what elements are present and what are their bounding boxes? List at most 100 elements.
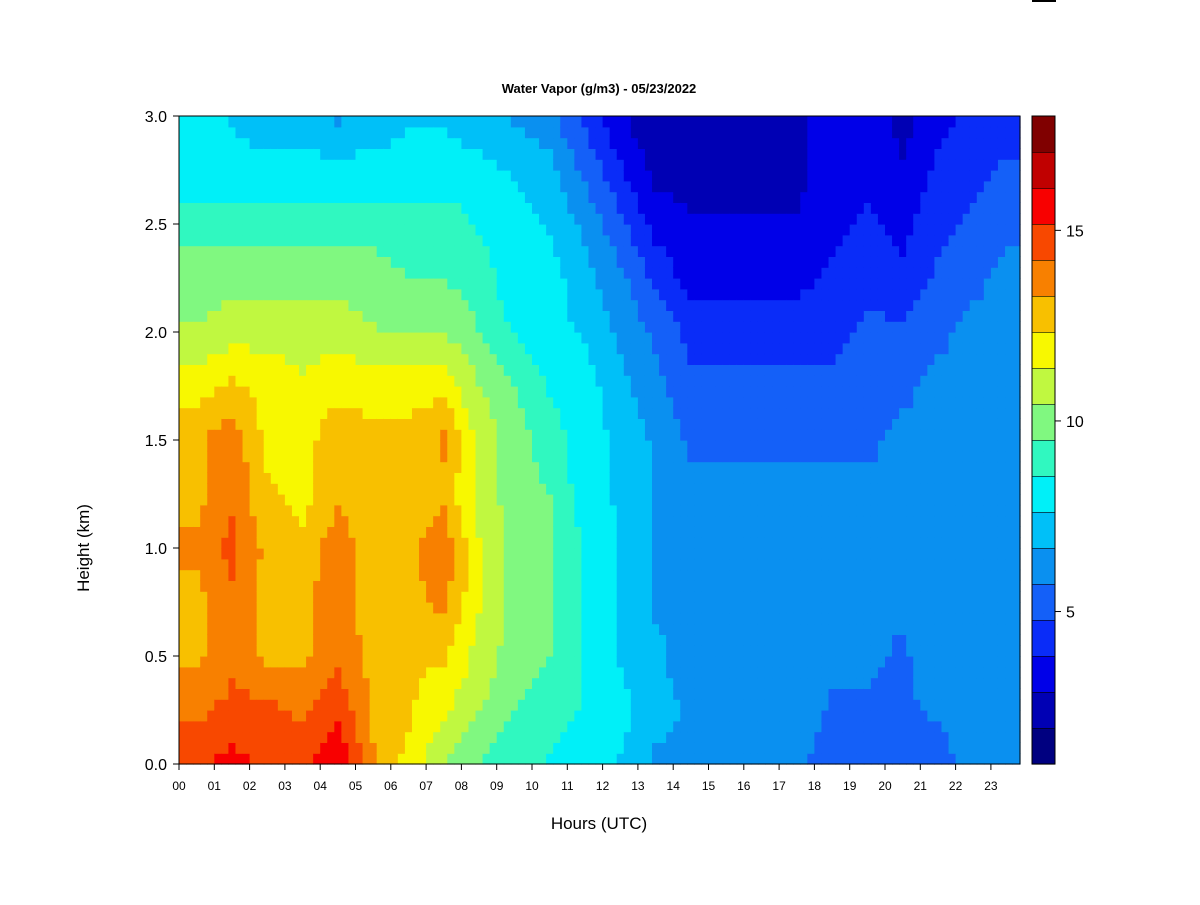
heatmap-cell [320, 515, 328, 527]
heatmap-cell [306, 450, 314, 463]
heatmap-cell [715, 418, 724, 430]
heatmap-cell [729, 645, 738, 657]
heatmap-cell [369, 299, 378, 311]
heatmap-cell [179, 440, 187, 452]
heatmap-cell [715, 148, 724, 160]
heatmap-cell [327, 472, 335, 484]
heatmap-cell [411, 731, 420, 743]
heatmap-cell [228, 753, 237, 765]
heatmap-cell [475, 710, 484, 722]
heatmap-cell [539, 224, 547, 236]
heatmap-cell [517, 116, 526, 128]
heatmap-cell [249, 688, 258, 700]
heatmap-cell [687, 461, 695, 473]
heatmap-cell [701, 483, 710, 495]
heatmap-cell [602, 450, 611, 463]
heatmap-cell [560, 602, 568, 614]
heatmap-cell [595, 310, 604, 322]
heatmap-cell [729, 623, 738, 635]
heatmap-cell [433, 461, 441, 473]
heatmap-cell [242, 731, 251, 743]
heatmap-cell [299, 602, 307, 614]
heatmap-cell [659, 202, 667, 214]
heatmap-cell [313, 569, 321, 581]
heatmap-cell [313, 396, 321, 409]
heatmap-cell [503, 537, 512, 549]
heatmap-cell [383, 310, 392, 322]
heatmap-cell [468, 569, 477, 581]
heatmap-cell [390, 440, 399, 452]
heatmap-cell [475, 526, 484, 538]
heatmap-cell [320, 656, 328, 668]
heatmap-cell [560, 666, 568, 679]
heatmap-cell [496, 494, 505, 506]
heatmap-cell [489, 699, 498, 711]
heatmap-cell [193, 429, 201, 441]
heatmap-cell [489, 483, 498, 495]
heatmap-cell [757, 396, 766, 409]
heatmap-cell [708, 537, 717, 549]
heatmap-cell [362, 580, 371, 592]
heatmap-cell [263, 526, 272, 538]
heatmap-cell [560, 299, 568, 311]
heatmap-cell [228, 526, 237, 538]
heatmap-cell [454, 386, 462, 398]
heatmap-cell [708, 407, 717, 419]
heatmap-cell [291, 353, 300, 365]
heatmap-cell [461, 440, 470, 452]
heatmap-cell [616, 526, 625, 538]
heatmap-cell [355, 504, 364, 517]
heatmap-cell [623, 256, 632, 268]
heatmap-cell [588, 677, 597, 689]
heatmap-cell [546, 386, 554, 398]
heatmap-cell [532, 213, 540, 225]
heatmap-cell [708, 256, 717, 268]
heatmap-cell [341, 321, 350, 333]
heatmap-cell [701, 537, 710, 549]
heatmap-cell [757, 666, 766, 679]
heatmap-cell [715, 321, 724, 333]
heatmap-cell [524, 548, 533, 560]
heatmap-cell [532, 688, 540, 700]
heatmap-cell [616, 191, 625, 203]
heatmap-cell [708, 148, 717, 160]
heatmap-cell [256, 202, 265, 214]
heatmap-cell [729, 418, 738, 430]
heatmap-cell [440, 688, 448, 700]
heatmap-cell [475, 720, 484, 733]
heatmap-cell [299, 483, 307, 495]
heatmap-cell [553, 148, 561, 160]
heatmap-cell [362, 461, 371, 473]
heatmap-cell [546, 677, 554, 689]
heatmap-cell [659, 710, 667, 722]
heatmap-cell [468, 666, 477, 679]
heatmap-cell [503, 483, 512, 495]
heatmap-cell [468, 580, 477, 592]
heatmap-cell [440, 342, 448, 355]
heatmap-cell [546, 731, 554, 743]
heatmap-cell [644, 742, 653, 754]
heatmap-cell [419, 234, 427, 247]
heatmap-cell [348, 126, 357, 139]
heatmap-cell [397, 288, 406, 301]
heatmap-cell [355, 666, 364, 679]
heatmap-cell [524, 116, 533, 128]
heatmap-cell [517, 407, 526, 419]
heatmap-cell [666, 450, 674, 463]
heatmap-cell [263, 580, 272, 592]
heatmap-cell [736, 256, 745, 268]
heatmap-cell [496, 342, 505, 355]
heatmap-cell [447, 602, 455, 614]
heatmap-cell [489, 342, 498, 355]
heatmap-cell [214, 137, 222, 149]
heatmap-cell [383, 353, 392, 365]
heatmap-cell [214, 213, 222, 225]
heatmap-cell [242, 332, 251, 344]
heatmap-cell [574, 602, 583, 614]
heatmap-cell [369, 288, 378, 301]
heatmap-cell [291, 645, 300, 657]
heatmap-cell [567, 483, 575, 495]
heatmap-cell [277, 429, 286, 441]
heatmap-cell [426, 353, 434, 365]
heatmap-cell [673, 202, 681, 214]
